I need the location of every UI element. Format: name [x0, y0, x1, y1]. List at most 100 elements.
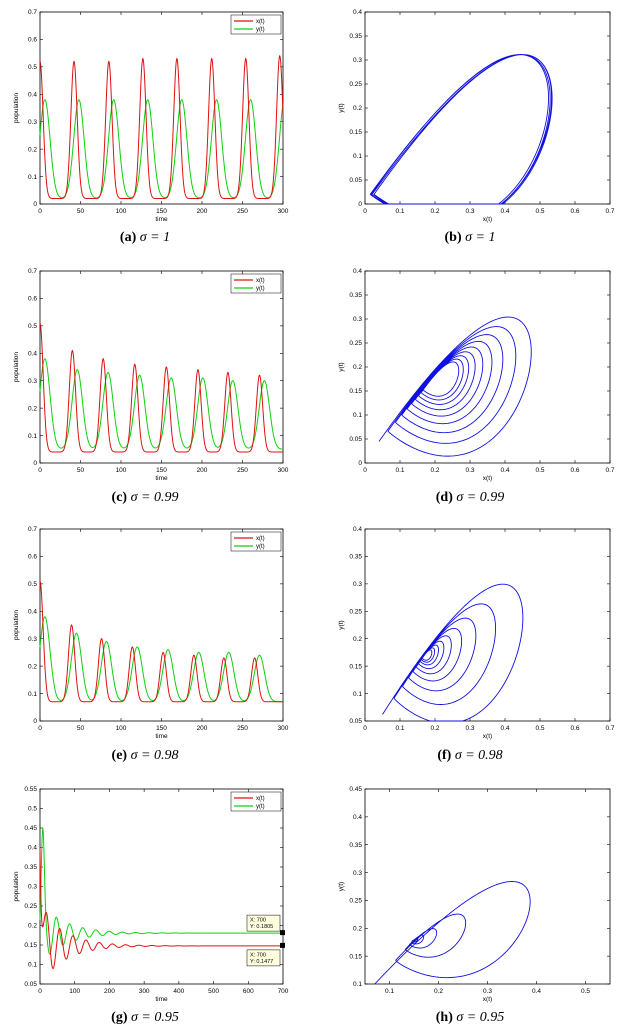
chart-a-ytick-label: 0: [33, 201, 37, 208]
chart-e-xtick-label: 0: [38, 725, 42, 732]
chart-h-xtick-label: 0.2: [434, 988, 443, 995]
chart-f-xtick-label: 0.1: [395, 725, 404, 732]
datatip-text: X: 700: [250, 952, 266, 958]
chart-b-xtick-label: 0.2: [430, 208, 439, 215]
datatip-marker: [280, 942, 285, 948]
chart-f-ytick-label: 0.35: [349, 554, 362, 561]
caption-d: (d) σ = 0.99: [435, 490, 505, 505]
chart-g-ytick-label: 0.4: [28, 845, 37, 852]
datatip-text: X: 700: [250, 918, 266, 924]
chart-c-ytick-label: 0.2: [28, 405, 37, 412]
chart-h-xtick-label: 0.4: [532, 988, 541, 995]
chart-g-ytick-label: 0.05: [24, 981, 37, 988]
chart-d-xtick-label: 0.6: [570, 467, 579, 474]
chart-f-xtick-label: 0.3: [465, 725, 474, 732]
chart-b-ytick-label: 0.35: [349, 33, 362, 40]
chart-f-xtick-label: 0.5: [535, 725, 544, 732]
chart-b-ylabel: y(t): [338, 103, 345, 112]
phase-trajectory-line: [382, 583, 524, 722]
chart-d-ytick-label: 0.25: [349, 340, 362, 347]
chart-h-ytick-label: 0.1: [353, 981, 362, 988]
chart-h-ytick-label: 0.3: [353, 870, 362, 877]
series-y-line: [39, 616, 283, 703]
legend-label-0: x(t): [256, 278, 265, 284]
chart-g-xtick-label: 400: [173, 988, 184, 995]
chart-e-xlabel: time: [155, 733, 168, 740]
chart-a-ylabel: population: [13, 93, 20, 123]
chart-e-ytick-label: 0.2: [28, 663, 37, 670]
chart-f-xlabel: x(t): [483, 733, 492, 740]
chart-a-ytick-label: 0.6: [28, 37, 37, 44]
datatip-box: [246, 914, 281, 932]
chart-c-ytick-label: 0.4: [28, 350, 37, 357]
legend-label-1: y(t): [256, 804, 265, 810]
chart-d-xtick-label: 0.3: [465, 467, 474, 474]
chart-g-xtick-label: 600: [243, 988, 254, 995]
chart-d-plot-frame: [364, 270, 611, 464]
chart-b-plot-frame: [364, 11, 611, 205]
chart-h-ytick-label: 0.35: [349, 842, 362, 849]
chart-g-xtick-label: 100: [69, 988, 80, 995]
caption-b: (b) σ = 1: [444, 230, 496, 245]
chart-f-xtick-label: 0.4: [500, 725, 509, 732]
chart-c-xtick-label: 150: [156, 467, 167, 474]
chart-h-ytick-label: 0.15: [349, 953, 362, 960]
chart-g-xtick-label: 200: [104, 988, 115, 995]
chart-f-xtick-label: 0: [363, 725, 367, 732]
chart-h-ytick-label: 0.2: [353, 925, 362, 932]
chart-a-xtick-label: 150: [156, 208, 167, 215]
phase-trajectory-line: [369, 54, 553, 205]
chart-a-ytick-label: 0.5: [28, 64, 37, 71]
series-x-line: [39, 54, 284, 200]
chart-c-ylabel: population: [13, 352, 20, 382]
chart-d-xtick-label: 0.7: [605, 467, 614, 474]
chart-h-xtick-label: 0.1: [385, 988, 394, 995]
chart-f-plot-frame: [364, 528, 611, 722]
chart-h-ytick-label: 0.25: [349, 898, 362, 905]
legend-label-1: y(t): [256, 544, 265, 550]
chart-f-ytick-label: 0.3: [353, 581, 362, 588]
chart-f: 0 0.1 0.2 0.3 0.4 0.5 0.6 0.7 0.05 0.1 0.15 0.2 0.25…: [338, 526, 615, 740]
chart-b-ytick-label: 0.4: [353, 9, 362, 16]
legend-label-1: y(t): [256, 286, 265, 292]
chart-h-xlabel: x(t): [483, 996, 492, 1003]
series-y-line: [39, 99, 284, 199]
chart-e-ytick-label: 0.1: [28, 691, 37, 698]
chart-d-ytick-label: 0.3: [353, 316, 362, 323]
chart-d-ytick-label: 0.1: [353, 412, 362, 419]
chart-d: 0 0.1 0.2 0.3 0.4 0.5 0.6 0.7 0 0.05 0.1 0.15 0.2 0.2…: [338, 268, 615, 482]
chart-b-xlabel: x(t): [483, 216, 492, 223]
caption-h: (h) σ = 0.95: [435, 1010, 505, 1025]
caption-a: (a) σ = 1: [119, 230, 171, 245]
chart-c-xlabel: time: [155, 475, 168, 482]
datatip-marker: [280, 930, 285, 936]
chart-a-xtick-label: 250: [237, 208, 248, 215]
chart-d-xtick-label: 0.2: [430, 467, 439, 474]
chart-a-xtick-label: 50: [77, 208, 85, 215]
chart-c-ytick-label: 0.1: [28, 433, 37, 440]
chart-c: 0 50 100 150 200 250 300 0 0.1 0.2 0.3 0.4 0.5 0.6 0.7…: [13, 268, 289, 482]
chart-b-ytick-label: 0.1: [353, 153, 362, 160]
chart-d-ytick-label: 0.15: [349, 388, 362, 395]
chart-b-xtick-label: 0: [363, 208, 367, 215]
chart-f-ytick-label: 0.25: [349, 608, 362, 615]
chart-g-ytick-label: 0.45: [24, 825, 37, 832]
chart-a-ytick-label: 0.7: [28, 9, 37, 16]
chart-e-ytick-label: 0: [33, 718, 37, 725]
chart-e-xtick-label: 150: [156, 725, 167, 732]
chart-b-ytick-label: 0: [358, 201, 362, 208]
chart-a-xtick-label: 200: [197, 208, 208, 215]
chart-c-xtick-label: 300: [278, 467, 289, 474]
chart-b-ytick-label: 0.05: [349, 177, 362, 184]
chart-e-xtick-label: 200: [197, 725, 208, 732]
legend-label-0: x(t): [256, 796, 265, 802]
chart-h-xtick-label: 0.3: [483, 988, 492, 995]
chart-c-ytick-label: 0.6: [28, 296, 37, 303]
chart-h-xtick-label: 0.5: [581, 988, 590, 995]
chart-a-ytick-label: 0.4: [28, 91, 37, 98]
chart-b-xtick-label: 0.6: [570, 208, 579, 215]
chart-d-xtick-label: 0.5: [535, 467, 544, 474]
chart-e-plot-frame: [39, 528, 284, 722]
chart-b-ytick-label: 0.2: [353, 105, 362, 112]
phase-trajectory-line: [374, 881, 531, 985]
